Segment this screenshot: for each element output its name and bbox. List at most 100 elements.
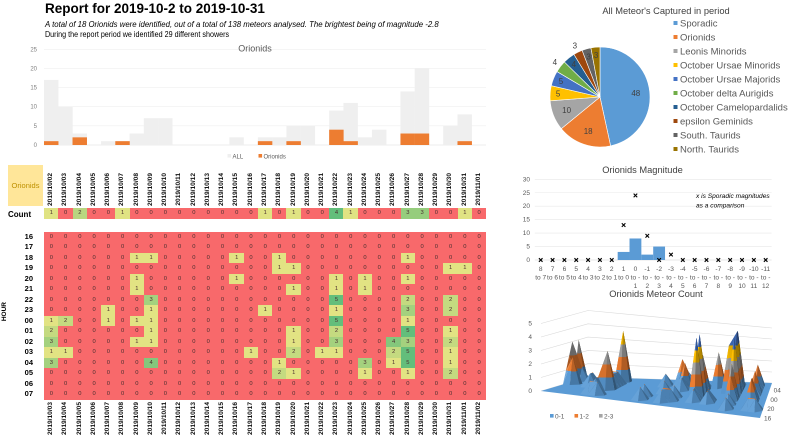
heatmap-cell: 0: [158, 263, 173, 275]
surface-facet: [707, 389, 716, 402]
heatmap-cell: 0: [44, 378, 59, 390]
column-date-footer: 2019/10/25: [360, 402, 368, 436]
count-cell: 0: [429, 208, 444, 219]
heatmap-cell: 0: [172, 368, 187, 379]
surface-facet: [595, 377, 605, 391]
surface-facet-shade: [630, 387, 641, 402]
heatmap-cell: 1: [400, 315, 416, 327]
heatmap-cell: 0: [314, 336, 330, 348]
heatmap-cell: 0: [115, 347, 130, 359]
legend-label: Sporadic: [680, 19, 718, 30]
heatmap-cell: 0: [286, 232, 302, 243]
heatmap-cell: 0: [429, 315, 444, 327]
heatmap-cell: 0: [101, 242, 116, 254]
magnitude-annotation-line-2: as a comparison: [696, 203, 745, 210]
heatmap-cell: 0: [44, 242, 59, 254]
heatmap-cell: 0: [86, 326, 102, 338]
surface-facet: [683, 376, 692, 390]
surface-facet: [661, 388, 671, 403]
column-date-footer: 2019/10/18: [261, 402, 268, 436]
heatmap-cell: 3: [357, 357, 373, 369]
column-date-footer: 2019/10/10: [146, 402, 154, 436]
legend-swatch: [599, 414, 603, 418]
heatmap-cell: 0: [357, 336, 373, 348]
count-cell: 2: [72, 208, 88, 219]
heatmap-cell: 5: [329, 315, 344, 327]
heatmap-cell: 0: [386, 273, 401, 285]
column-date-footer: 2019/10/09: [132, 402, 140, 436]
pie-data-label: 4: [572, 60, 577, 69]
heatmap-cell: 0: [115, 336, 130, 348]
surface-facet: [620, 330, 630, 384]
heatmap-cell: 1: [400, 273, 416, 285]
bar-chart-title: Orionids: [238, 44, 272, 54]
orionids-bar: [457, 141, 472, 145]
x-tick-label: -10 to -11: [749, 266, 759, 290]
hour-label: 03: [24, 347, 33, 357]
heatmap-cell: 0: [300, 242, 316, 254]
legend-swatch: [673, 63, 678, 67]
heatmap-cell: 1: [400, 252, 416, 264]
sporadic-marker: [574, 257, 579, 263]
y-tick-label: 20: [30, 66, 37, 72]
heatmap-cell: 0: [172, 232, 187, 243]
heatmap-cell: 0: [371, 336, 387, 348]
heatmap-cell: 0: [286, 273, 302, 285]
heatmap-cell: 0: [86, 336, 102, 348]
heatmap-cell: 0: [58, 242, 73, 254]
column-date-header: 2019/10/26: [389, 172, 397, 206]
heatmap-cell: 0: [457, 242, 473, 254]
depth-tick-label: 16: [764, 416, 772, 423]
surface-gridline: [540, 350, 773, 365]
count-cell: 0: [143, 208, 159, 219]
heatmap-cell: 3: [329, 336, 344, 348]
surface-facet: [612, 374, 622, 388]
heatmap-cell: 0: [386, 284, 401, 296]
heatmap-cell: 0: [286, 378, 302, 390]
surface-facet-shade: [607, 351, 617, 391]
surface-facet: [578, 339, 588, 381]
x-tick-label: 5 to 4: [571, 266, 582, 282]
heatmap-cell: 0: [314, 305, 330, 317]
heatmap-cell: 0: [58, 336, 73, 348]
hour-label: 18: [24, 252, 33, 262]
heatmap-cell: 0: [72, 357, 88, 369]
heatmap-cell: 0: [215, 242, 230, 254]
heatmap-cell: 0: [86, 357, 102, 369]
heatmap-cell: 0: [471, 232, 487, 243]
surface-facet-shade: [572, 341, 582, 383]
heatmap-cell: 0: [129, 368, 145, 379]
meteor-count-surface-chart: 0 1 2 3 4 5 04 00 20 16: [528, 310, 781, 423]
heatmap-cell: 5: [329, 294, 344, 306]
heatmap-cell: 0: [215, 273, 230, 285]
pie-data-label: 3: [586, 52, 591, 61]
magnitude-chart-title: Orionids Magnitude: [602, 165, 683, 175]
heatmap-cell: 0: [371, 305, 387, 317]
surface-facet: [693, 387, 702, 401]
surface-facet: [659, 389, 669, 404]
all-meteors-bar: [101, 141, 116, 145]
surface-facet: [638, 387, 648, 402]
heatmap-cell: 0: [200, 336, 216, 348]
count-cell: 0: [58, 208, 73, 219]
surface-chart-title: Orionids Meteor Count: [609, 289, 703, 299]
z-tick-label: 3: [528, 348, 532, 355]
heatmap-cell: 2: [386, 347, 401, 359]
column-date-header: 2019/11/01: [474, 173, 482, 206]
heatmap-cell: 1: [101, 315, 116, 327]
column-date-header: 2019/10/05: [89, 172, 97, 206]
column-date-header: 2019/10/30: [446, 172, 454, 206]
hour-label: 01: [24, 326, 33, 336]
count-cell: 0: [186, 208, 202, 219]
x-tick-label: 3 to 2: [594, 266, 605, 282]
heatmap-cell: 5: [400, 347, 416, 359]
column-date-header: 2019/10/21: [318, 172, 326, 206]
surface-facet-shade: [597, 381, 607, 396]
surface-facet: [736, 332, 745, 391]
heatmap-cell: 0: [229, 232, 245, 243]
legend-item: Sporadic: [673, 19, 718, 30]
heatmap-cell: 0: [429, 326, 444, 338]
column-date-footer: 2019/10/19: [275, 402, 283, 436]
heatmap-cell: 0: [400, 263, 416, 275]
surface-facet-shade: [754, 371, 762, 395]
